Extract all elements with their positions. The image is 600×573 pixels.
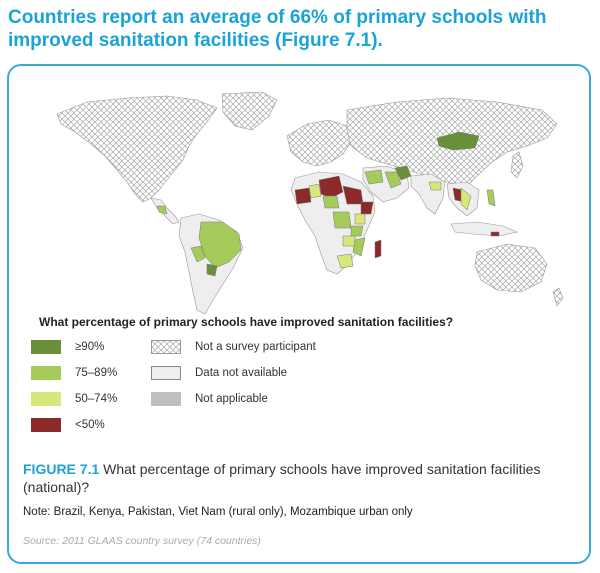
swatch-hatched [151,340,181,354]
figure-note: Note: Brazil, Kenya, Pakistan, Viet Nam … [23,506,413,518]
region-west-africa-2 [308,183,322,199]
region-brazil [198,221,242,269]
region-zambia-malawi [342,235,356,247]
indonesia [450,221,518,237]
legend-label: 50–74% [75,393,118,405]
region-paraguay [206,263,218,277]
legend-title: What percentage of primary schools have … [39,315,454,329]
region-timor [490,231,500,237]
region-kenya [354,213,366,225]
legend-label: Not applicable [195,393,268,405]
australia [474,243,548,293]
swatch-90-plus [31,340,61,354]
swatch-50-74 [31,392,61,406]
region-west-africa-1 [294,187,312,205]
region-bolivia [190,245,206,263]
legend-label: ≥90% [75,341,105,353]
region-afghanistan [394,165,412,181]
region-philippines [486,189,496,207]
region-mozambique [352,237,366,257]
greenland [221,91,278,131]
figure-source: Source: 2011 GLAAS country survey (74 co… [23,535,261,547]
world-map-svg [56,91,564,315]
region-nepal-bangladesh [428,181,442,191]
europe [286,119,352,167]
swatch-no-data [151,366,181,380]
region-madagascar [374,239,382,259]
headline: Countries report an average of 66% of pr… [8,7,547,51]
region-pakistan [384,171,402,189]
figure-card: What percentage of primary schools have … [7,64,591,564]
figure-caption: FIGURE 7.1 What percentage of primary sc… [23,460,575,496]
region-viet-nam [460,187,472,211]
region-mongolia [436,131,480,151]
legend-label: <50% [75,419,105,431]
figure-caption-text: What percentage of primary schools have … [23,461,541,495]
region-central-america [156,205,168,215]
region-drc [332,211,352,229]
region-ethiopia [360,201,374,215]
swatch-not-applicable [151,392,181,406]
japan [510,151,524,179]
legend-label: Data not available [195,367,288,379]
region-west-asia [364,169,384,185]
region-sahel [318,175,344,199]
india-region [410,173,446,215]
region-southern-africa [336,253,354,269]
world-map [47,86,567,326]
region-nigeria [322,195,340,209]
new-zealand [552,287,564,307]
swatch-75-89 [31,366,61,380]
legend-label: Not a survey participant [195,341,316,353]
region-tanzania [350,225,364,237]
figure-number: FIGURE 7.1 [23,461,100,477]
legend-label: 75–89% [75,367,118,379]
swatch-below-50 [31,418,61,432]
north-america [56,95,218,203]
